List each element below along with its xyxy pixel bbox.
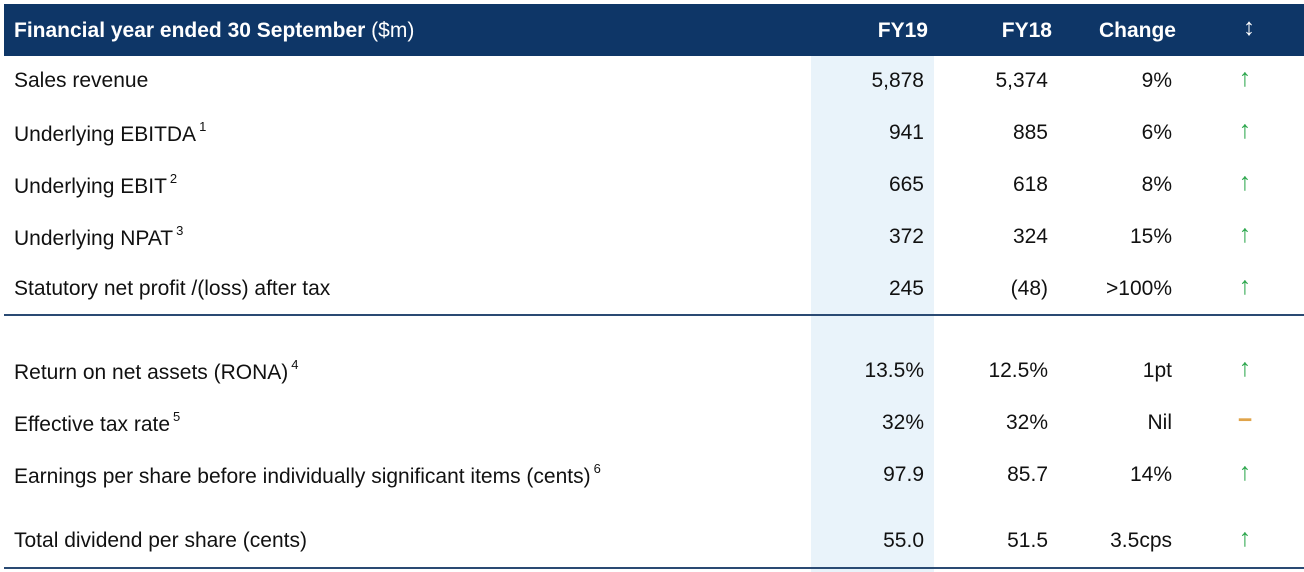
- fy19-value: 97.9: [883, 463, 924, 486]
- row-label-text: Earnings per share before individually s…: [14, 465, 591, 488]
- fy19-value: 55.0: [883, 529, 924, 552]
- change-value: Nil: [1147, 411, 1173, 434]
- table-bottom-rule: [4, 567, 1304, 569]
- fy19-value: 941: [888, 121, 924, 144]
- up-arrow-icon: ↑: [1238, 64, 1252, 92]
- fy19-value: 32%: [881, 411, 924, 434]
- table-row: Underlying EBIT 2 665 618 8% ↑: [0, 160, 1304, 212]
- fy18-value: 12.5%: [988, 359, 1048, 382]
- up-arrow-icon: ↑: [1238, 272, 1252, 300]
- up-arrow-icon: ↑: [1238, 354, 1252, 382]
- dash-icon: −: [1237, 406, 1253, 434]
- change-value: 6%: [1141, 121, 1172, 144]
- change-value: >100%: [1106, 277, 1172, 300]
- fy19-value: 5,878: [871, 69, 924, 92]
- fy18-value: 51.5: [1007, 529, 1048, 552]
- row-label-text: Effective tax rate: [14, 413, 171, 436]
- row-label: Effective tax rate 5: [14, 409, 181, 437]
- up-arrow-icon: ↑: [1238, 458, 1252, 486]
- fy18-value: 32%: [1005, 411, 1048, 434]
- fy18-value: 324: [1012, 225, 1048, 248]
- up-arrow-icon: ↑: [1238, 524, 1252, 552]
- table-row: Effective tax rate 5 32% 32% Nil −: [0, 398, 1304, 450]
- row-label: Underlying EBITDA 1: [14, 119, 207, 147]
- table-row: Total dividend per share (cents) 55.0 51.5…: [0, 516, 1304, 568]
- column-header-change: Change: [1098, 19, 1176, 42]
- column-header-fy18: FY18: [1001, 19, 1052, 42]
- table-row: Sales revenue 5,878 5,374 9% ↑: [0, 56, 1304, 108]
- table-row: Underlying NPAT 3 372 324 15% ↑: [0, 212, 1304, 264]
- row-label: Total dividend per share (cents): [14, 529, 307, 553]
- table-row: Statutory net profit /(loss) after tax 24…: [0, 264, 1304, 316]
- row-label: Sales revenue: [14, 69, 148, 93]
- footnote-marker: 3: [176, 223, 184, 238]
- table-row: Return on net assets (RONA) 4 13.5% 12.5% 1p…: [0, 346, 1304, 398]
- footnote-marker: 1: [199, 119, 207, 134]
- change-value: 1pt: [1142, 359, 1172, 382]
- row-label-text: Sales revenue: [14, 69, 149, 92]
- fy18-value: 5,374: [995, 69, 1048, 92]
- footnote-marker: 6: [593, 461, 601, 476]
- up-arrow-icon: ↑: [1238, 116, 1252, 144]
- table-row: Underlying EBITDA 1 941 885 6% ↑: [0, 108, 1304, 160]
- footnote-marker: 2: [169, 171, 178, 186]
- table-title-bold: Financial year ended 30 September: [14, 19, 366, 42]
- change-value: 14%: [1129, 463, 1172, 486]
- row-label: Earnings per share before individually s…: [14, 461, 601, 489]
- fy19-value: 13.5%: [864, 359, 924, 382]
- fy18-value: 885: [1012, 121, 1048, 144]
- row-label-text: Return on net assets (RONA): [14, 361, 289, 384]
- change-value: 3.5cps: [1110, 529, 1172, 552]
- up-arrow-icon: ↑: [1238, 220, 1252, 248]
- row-label-text: Underlying EBITDA: [14, 123, 197, 146]
- fy19-value: 665: [888, 173, 924, 196]
- table-row: Earnings per share before individually s…: [0, 450, 1304, 502]
- table-title: Financial year ended 30 September ($m): [14, 19, 414, 43]
- change-value: 9%: [1141, 69, 1172, 92]
- row-label-text: Underlying EBIT: [14, 175, 167, 198]
- change-value: 8%: [1141, 173, 1172, 196]
- fy19-value: 372: [888, 225, 924, 248]
- change-value: 15%: [1129, 225, 1172, 248]
- row-label: Return on net assets (RONA) 4: [14, 357, 299, 385]
- row-label-text: Underlying NPAT: [14, 227, 174, 250]
- fy18-value: 618: [1012, 173, 1048, 196]
- fy19-value: 245: [888, 277, 924, 300]
- row-label: Statutory net profit /(loss) after tax: [14, 277, 330, 301]
- fy18-value: (48): [1010, 277, 1048, 300]
- row-label-text: Statutory net profit /(loss) after tax: [14, 277, 331, 300]
- column-header-fy19: FY19: [877, 19, 928, 42]
- up-arrow-icon: ↑: [1238, 168, 1252, 196]
- section-divider: [4, 314, 1304, 316]
- row-label: Underlying EBIT 2: [14, 171, 178, 199]
- up-down-arrow-icon: ↕: [1243, 14, 1255, 41]
- row-label: Underlying NPAT 3: [14, 223, 184, 251]
- fy18-value: 85.7: [1007, 463, 1048, 486]
- row-label-text: Total dividend per share (cents): [14, 529, 307, 552]
- footnote-marker: 4: [291, 357, 299, 372]
- table-title-unit: ($m): [371, 19, 415, 42]
- table-header: Financial year ended 30 September ($m) F…: [4, 4, 1304, 56]
- footnote-marker: 5: [173, 409, 181, 424]
